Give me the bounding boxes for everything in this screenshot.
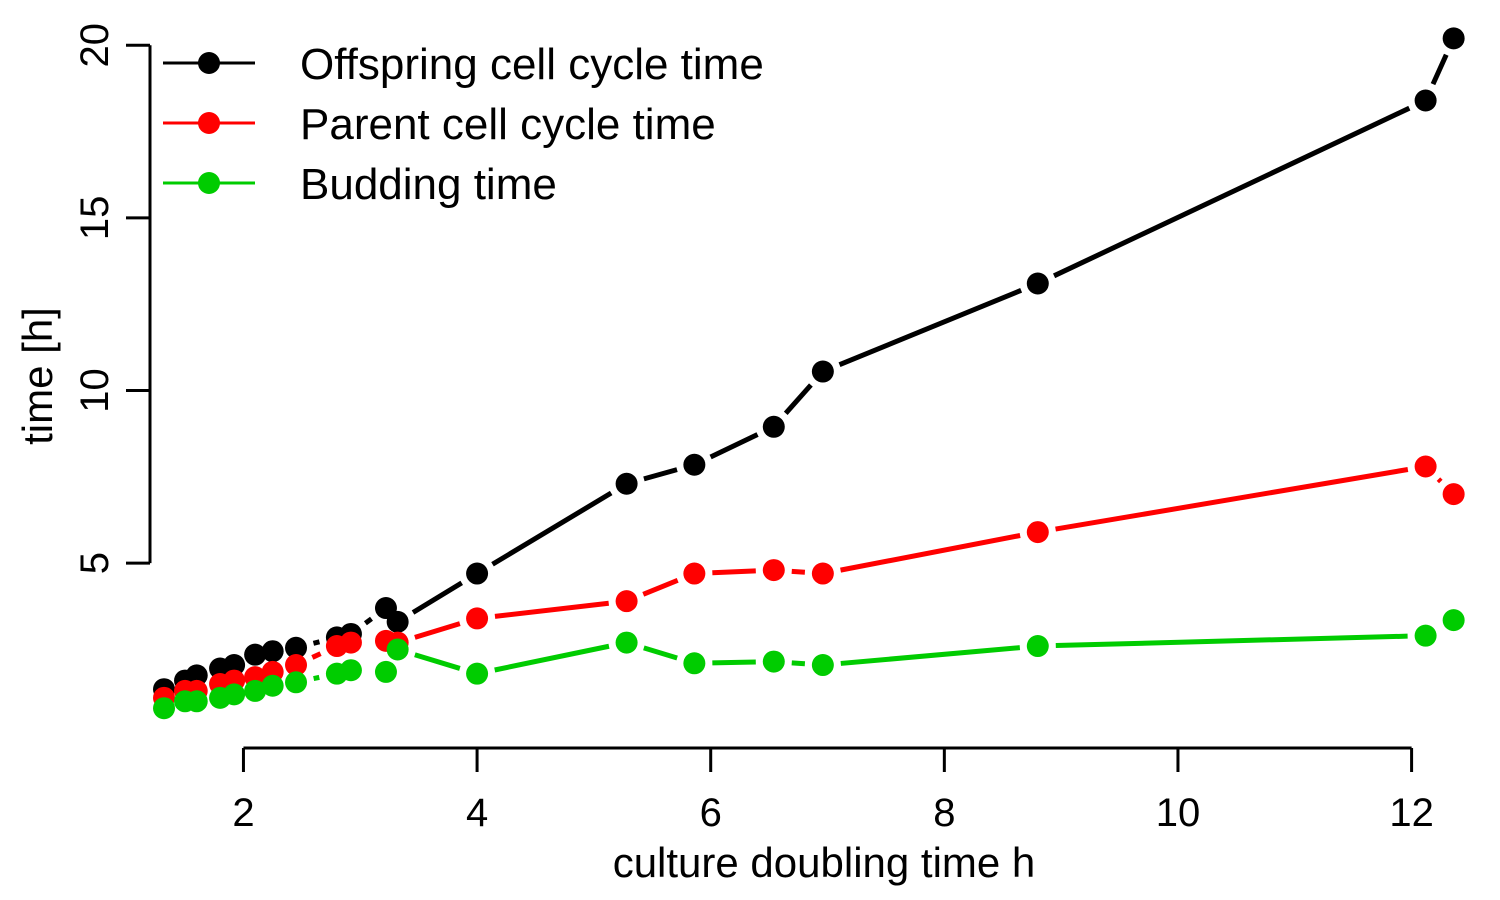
series-1-point — [811, 360, 834, 383]
series-2-point — [811, 562, 834, 585]
series-2-segment — [1055, 467, 1409, 532]
series-3-segment — [313, 674, 320, 682]
series-2-point — [762, 559, 785, 582]
series-3-point — [615, 631, 638, 654]
y-tick-label: 5 — [73, 552, 117, 574]
series-1-segment — [1052, 105, 1411, 279]
series-1-point — [1414, 89, 1437, 112]
series-3-segment — [1055, 633, 1408, 649]
series-3 — [153, 609, 1465, 720]
series-3-point — [339, 659, 362, 682]
legend-item-3: Budding time — [163, 160, 557, 209]
series-2-segment — [642, 578, 679, 597]
series-layer — [153, 27, 1465, 720]
series-1-point — [1442, 27, 1465, 50]
series-1-segment — [1430, 53, 1449, 86]
series-2-point — [1414, 455, 1437, 478]
series-3-point — [386, 638, 409, 661]
series-1-point — [185, 664, 208, 687]
series-3-segment — [414, 652, 461, 671]
legend: Offspring cell cycle time Parent cell cyc… — [163, 40, 764, 209]
series-2-segment — [494, 600, 610, 619]
series-3-point — [244, 679, 267, 702]
series-3-point — [466, 662, 489, 685]
series-1-point — [1026, 272, 1049, 295]
x-tick-label: 2 — [232, 791, 254, 835]
series-2-point — [1442, 483, 1465, 506]
x-tick-label: 6 — [700, 791, 722, 835]
series-1-segment — [643, 467, 678, 482]
series-3-segment — [712, 659, 756, 666]
series-3-point — [1026, 635, 1049, 658]
series-2-segment — [414, 621, 461, 640]
series-1-point — [466, 562, 489, 585]
series-3-point — [261, 674, 284, 697]
x-tick-label: 8 — [933, 791, 955, 835]
series-3-segment — [791, 660, 806, 667]
series-3-point — [1442, 609, 1465, 632]
series-1-segment — [783, 383, 813, 415]
series-2-point — [615, 590, 638, 613]
legend-label: Offspring cell cycle time — [300, 40, 764, 89]
series-1-point — [683, 453, 706, 476]
series-1-segment — [363, 616, 373, 626]
series-1-point — [261, 640, 284, 663]
series-1-segment — [312, 639, 321, 646]
x-tick-label: 12 — [1389, 791, 1434, 835]
y-axis-title: time [h] — [14, 307, 61, 445]
series-2-segment — [712, 568, 756, 576]
series-3-point — [374, 660, 397, 683]
series-1-point — [223, 654, 246, 677]
series-3-point — [285, 671, 308, 694]
y-tick-label: 15 — [73, 196, 117, 241]
series-3-segment — [643, 645, 678, 661]
axes: 2 4 6 8 10 12 5 10 15 20 — [73, 23, 1434, 835]
series-1-point — [285, 636, 308, 659]
series-2-point — [466, 607, 489, 630]
series-2-segment — [311, 651, 322, 660]
series-2-point — [339, 631, 362, 654]
series-2-point — [1026, 521, 1049, 544]
legend-item-1: Offspring cell cycle time — [163, 40, 764, 89]
x-tick-label: 4 — [466, 791, 488, 835]
series-1-point — [762, 415, 785, 438]
series-3-point — [185, 690, 208, 713]
y-tick-label: 10 — [73, 368, 117, 413]
series-1-segment — [491, 490, 613, 567]
series-3-segment — [494, 643, 610, 673]
series-1-segment — [709, 432, 759, 460]
series-3-point — [683, 652, 706, 675]
series-2-point — [285, 654, 308, 677]
series-3-point — [811, 654, 834, 677]
legend-label: Budding time — [300, 160, 557, 209]
series-1-point — [386, 610, 409, 633]
series-1-point — [244, 643, 267, 666]
series-3-segment — [840, 645, 1021, 666]
series-1-point — [615, 472, 638, 495]
legend-marker — [198, 112, 220, 134]
series-3-point — [153, 697, 176, 720]
series-2-segment — [1436, 477, 1443, 484]
series-2-segment — [840, 533, 1021, 573]
series-1-segment — [838, 288, 1023, 368]
legend-marker — [198, 172, 220, 194]
series-3-point — [223, 683, 246, 706]
y-tick-label: 20 — [73, 23, 117, 68]
x-axis-title: culture doubling time h — [613, 839, 1036, 886]
legend-item-2: Parent cell cycle time — [163, 100, 716, 149]
x-tick-label: 10 — [1156, 791, 1201, 835]
series-1-segment — [411, 580, 464, 615]
legend-label: Parent cell cycle time — [300, 100, 716, 149]
series-3-point — [1414, 624, 1437, 647]
legend-marker — [198, 52, 220, 74]
series-2-point — [683, 562, 706, 585]
series-2-segment — [791, 568, 806, 575]
series-3-point — [762, 650, 785, 673]
